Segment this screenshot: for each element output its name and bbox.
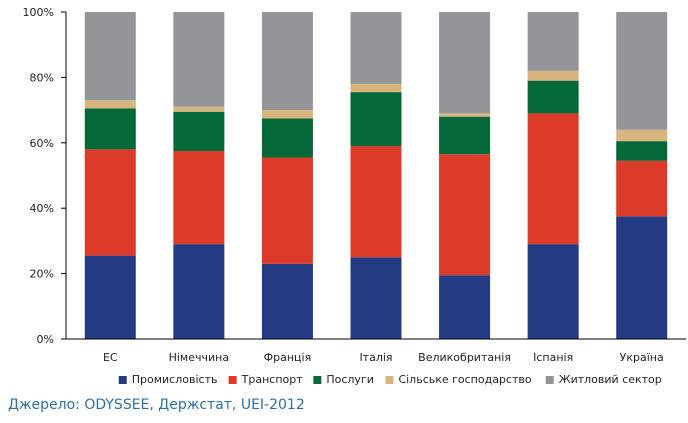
bar-segment — [616, 160, 668, 217]
bar-segment — [527, 12, 579, 71]
x-tick-label: Італія — [359, 351, 392, 364]
legend-swatch — [313, 376, 322, 384]
bar-segment — [527, 113, 579, 245]
legend-item: Послуги — [313, 373, 374, 386]
bar-segment — [350, 146, 402, 258]
bar-segment — [616, 129, 668, 142]
bar-segment — [350, 12, 402, 84]
bar-segment — [84, 149, 136, 256]
y-tick-label: 40% — [30, 202, 54, 215]
bar-segment — [173, 244, 225, 339]
x-tick-label: ЕС — [103, 351, 118, 364]
bar-segment — [439, 113, 491, 117]
bar-segment — [439, 116, 491, 155]
source-note: Джерело: ODYSSEE, Держстат, UEI-2012 — [8, 397, 305, 413]
bar-segment — [261, 12, 313, 111]
bars — [84, 12, 668, 339]
bar-segment — [173, 106, 225, 112]
legend-swatch — [385, 376, 394, 384]
bar-segment — [527, 80, 579, 114]
bar-segment — [439, 275, 491, 339]
legend-item: Житловий сектор — [545, 373, 662, 386]
legend-label: Сільське господарство — [398, 373, 531, 386]
bar-segment — [261, 118, 313, 158]
bar-segment — [616, 141, 668, 161]
bar-segment — [173, 111, 225, 151]
x-tick-label: Великобританія — [418, 351, 511, 364]
x-tick-label: Іспанія — [533, 351, 573, 364]
legend-swatch — [545, 376, 554, 384]
bar-segment — [616, 12, 668, 130]
bar-segment — [350, 83, 402, 93]
bar-segment — [439, 154, 491, 276]
bar-segment — [84, 12, 136, 101]
bar-segment — [616, 216, 668, 339]
bar-segment — [350, 92, 402, 147]
x-tick-label: Франція — [264, 351, 312, 364]
legend: Промисловість Транспорт Послуги Сільське го… — [118, 373, 662, 386]
bar-segment — [84, 255, 136, 339]
bar-segment — [261, 263, 313, 339]
x-tick-label: Німеччина — [169, 351, 229, 364]
y-tick-label: 80% — [30, 71, 54, 84]
legend-label: Послуги — [326, 373, 374, 386]
legend-label: Транспорт — [241, 373, 304, 386]
legend-label: Житловий сектор — [559, 373, 662, 386]
bar-segment — [84, 108, 136, 150]
legend-swatch — [228, 376, 237, 384]
bar-segment — [527, 244, 579, 339]
y-tick-label: 100% — [23, 6, 54, 19]
y-tick-label: 0% — [37, 333, 54, 346]
bar-segment — [350, 257, 402, 339]
bar-segment — [261, 157, 313, 264]
legend-swatch — [118, 376, 127, 384]
legend-item: Сільське господарство — [385, 373, 532, 386]
legend-label: Промисловість — [132, 373, 218, 386]
bar-segment — [439, 12, 491, 114]
x-axis: ЕС Німеччина Франція Італія Великобританія Іс… — [66, 338, 686, 364]
bar-segment — [527, 70, 579, 81]
legend-item: Промисловість — [118, 373, 218, 386]
bar-segment — [261, 110, 313, 119]
bar-segment — [173, 150, 225, 245]
legend-item: Транспорт — [228, 373, 304, 386]
bar-segment — [173, 12, 225, 107]
y-tick-label: 60% — [30, 137, 54, 150]
bar-segment — [84, 100, 136, 109]
y-axis: 0% 20% 40% 60% 80% 100% — [23, 6, 67, 346]
y-tick-label: 20% — [30, 268, 54, 281]
x-tick-label: Україна — [620, 351, 664, 364]
